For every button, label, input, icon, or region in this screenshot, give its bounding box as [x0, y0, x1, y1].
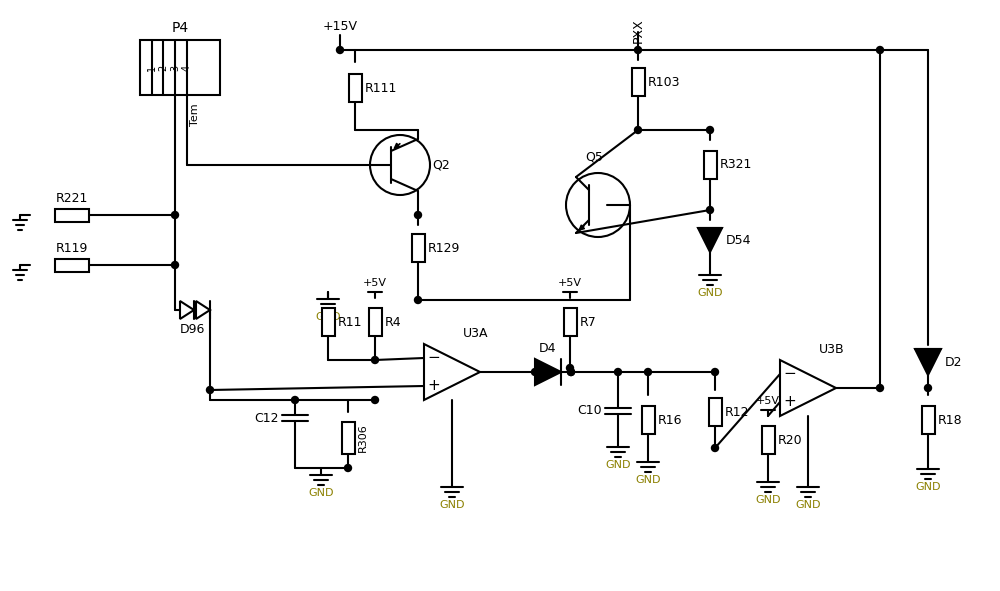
Bar [342, 422, 354, 454]
Text: Tem: Tem [190, 103, 200, 126]
Text: R7: R7 [580, 316, 596, 329]
Text: +5V: +5V [363, 278, 387, 288]
Bar [322, 308, 334, 336]
Circle shape [415, 297, 422, 304]
Circle shape [292, 397, 298, 404]
Text: U3A: U3A [463, 327, 489, 340]
Circle shape [415, 212, 422, 219]
Text: D96: D96 [180, 323, 205, 336]
Circle shape [614, 369, 622, 375]
Text: PXX: PXX [632, 18, 644, 43]
Text: R20: R20 [778, 434, 802, 446]
Bar [632, 68, 644, 96]
Text: GND: GND [605, 460, 631, 470]
Text: +5V: +5V [558, 278, 582, 288]
Text: R129: R129 [428, 242, 460, 255]
Text: GND: GND [308, 488, 334, 498]
Text: R103: R103 [648, 76, 680, 89]
Circle shape [706, 126, 714, 134]
Circle shape [568, 369, 574, 375]
Bar [368, 308, 382, 336]
Circle shape [635, 126, 642, 134]
Polygon shape [698, 228, 722, 252]
Text: GND: GND [795, 500, 821, 510]
Text: GND: GND [635, 475, 661, 485]
Circle shape [172, 261, 178, 268]
Circle shape [566, 365, 574, 372]
Bar [708, 398, 722, 426]
Text: +15V: +15V [322, 20, 358, 33]
Text: R111: R111 [364, 82, 397, 95]
Bar [704, 151, 716, 179]
Text: +5V: +5V [756, 396, 780, 406]
Circle shape [532, 369, 538, 375]
Text: D54: D54 [726, 233, 752, 246]
Circle shape [344, 465, 352, 472]
Bar [564, 308, 576, 336]
Text: GND: GND [439, 500, 465, 510]
Text: Q2: Q2 [432, 158, 450, 171]
Text: C12: C12 [254, 411, 279, 424]
Text: C10: C10 [577, 404, 602, 417]
Text: +: + [784, 395, 796, 410]
Circle shape [876, 385, 884, 391]
Text: R11: R11 [338, 316, 362, 329]
Bar [140, 40, 220, 95]
Polygon shape [915, 349, 941, 375]
Circle shape [712, 444, 718, 452]
Bar [55, 209, 89, 222]
Text: P4: P4 [171, 21, 189, 35]
Circle shape [372, 356, 378, 363]
Text: GND: GND [915, 482, 941, 492]
Text: −: − [428, 350, 440, 365]
Text: R306: R306 [358, 424, 368, 452]
Circle shape [644, 369, 652, 375]
Bar [922, 406, 934, 434]
Circle shape [706, 206, 714, 213]
Text: R4: R4 [384, 316, 401, 329]
Text: U3B: U3B [819, 343, 845, 356]
Circle shape [635, 47, 642, 54]
Circle shape [568, 369, 574, 375]
Bar [762, 426, 774, 454]
Circle shape [876, 47, 884, 54]
Text: 4: 4 [182, 64, 192, 70]
Text: −: − [784, 366, 796, 382]
Circle shape [172, 212, 178, 219]
Text: R119: R119 [56, 242, 88, 255]
Text: GND: GND [755, 495, 781, 505]
Text: 2: 2 [158, 64, 168, 71]
Text: D2: D2 [945, 356, 962, 369]
Text: R221: R221 [56, 193, 88, 206]
Text: 1: 1 [147, 64, 157, 70]
Text: R12: R12 [724, 405, 749, 418]
Bar [55, 258, 89, 271]
Text: GND: GND [315, 312, 341, 322]
Bar [412, 234, 424, 262]
Bar [642, 406, 654, 434]
Text: GND: GND [697, 288, 723, 298]
Text: R18: R18 [938, 414, 962, 427]
Circle shape [924, 385, 932, 391]
Text: D4: D4 [539, 342, 557, 355]
Circle shape [207, 387, 214, 394]
Text: R16: R16 [658, 414, 682, 427]
Circle shape [372, 397, 378, 404]
Circle shape [712, 369, 718, 375]
Text: +: + [428, 378, 440, 394]
Text: Q5: Q5 [585, 150, 603, 163]
Bar [349, 74, 362, 102]
Text: 3: 3 [170, 64, 180, 70]
Polygon shape [535, 359, 561, 385]
Text: R321: R321 [720, 158, 752, 171]
Circle shape [336, 47, 344, 54]
